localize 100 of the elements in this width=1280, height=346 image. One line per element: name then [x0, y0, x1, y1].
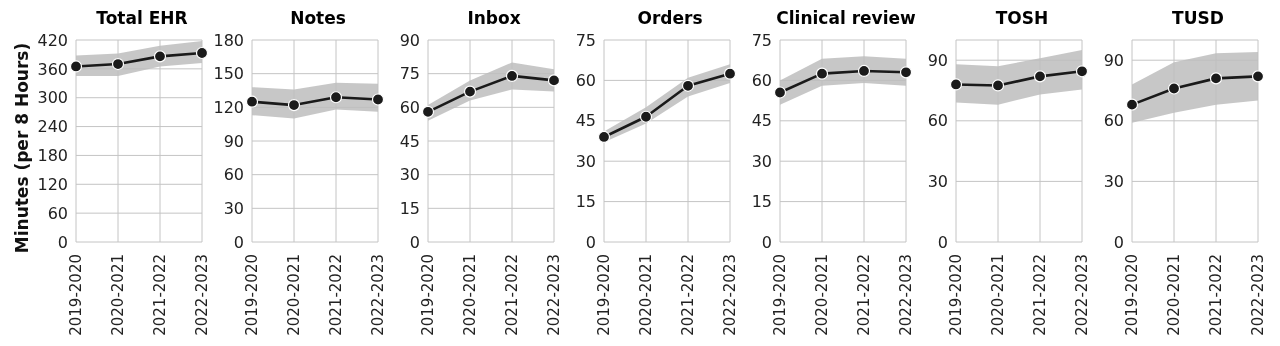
- x-tick-label: 2022-2023: [897, 254, 915, 336]
- chart-title: Total EHR: [96, 8, 188, 28]
- y-tick-label: 420: [37, 30, 68, 50]
- point: [597, 130, 611, 144]
- y-tick-label: 300: [37, 88, 68, 108]
- x-tick-label: 2020-2021: [285, 254, 303, 336]
- x-tick-label: 2019-2020: [67, 254, 85, 336]
- y-tick-label: 15: [575, 192, 596, 212]
- y-tick-label: 90: [399, 30, 420, 50]
- y-tick-label: 30: [223, 199, 244, 219]
- x-tick-label: 2019-2020: [771, 254, 789, 336]
- x-tick-label: 2020-2021: [989, 254, 1007, 336]
- y-tick-label: 75: [575, 30, 596, 50]
- y-tick-label: 45: [399, 131, 420, 151]
- y-tick-label: 30: [575, 151, 596, 171]
- y-tick-label: 120: [213, 98, 244, 118]
- y-tick-label: 30: [1103, 172, 1124, 192]
- point: [1251, 70, 1265, 83]
- point: [773, 86, 787, 99]
- point: [815, 67, 829, 80]
- y-tick-label: 90: [1103, 50, 1124, 70]
- y-tick-label: 90: [223, 131, 244, 151]
- point: [899, 66, 913, 79]
- point: [1125, 98, 1139, 111]
- y-tick-label: 60: [223, 165, 244, 185]
- x-tick-label: 2021-2022: [1207, 254, 1225, 336]
- y-tick-label: 30: [927, 172, 948, 192]
- point: [639, 110, 653, 123]
- x-tick-label: 2019-2020: [947, 254, 965, 336]
- x-tick-label: 2020-2021: [637, 254, 655, 336]
- point: [153, 50, 167, 63]
- y-tick-label: 15: [751, 192, 772, 212]
- point: [1209, 72, 1223, 85]
- x-tick-label: 2020-2021: [813, 254, 831, 336]
- y-tick-label: 0: [409, 232, 420, 252]
- x-tick-label: 2020-2021: [461, 254, 479, 336]
- x-tick-label: 2022-2023: [721, 254, 739, 336]
- point: [547, 74, 561, 87]
- y-tick-label: 150: [213, 64, 244, 84]
- y-axis-title: Minutes (per 8 Hours): [12, 42, 32, 254]
- x-tick-label: 2022-2023: [369, 254, 387, 336]
- point: [949, 78, 963, 91]
- chart-title: TUSD: [1171, 8, 1224, 30]
- y-tick-label: 0: [937, 232, 948, 252]
- x-tick-label: 2021-2022: [679, 254, 697, 336]
- y-tick-label: 120: [37, 174, 68, 194]
- y-tick-label: 75: [399, 64, 420, 84]
- y-tick-label: 0: [1113, 232, 1124, 252]
- x-tick-label: 2019-2020: [419, 254, 437, 336]
- y-tick-label: 30: [399, 165, 420, 185]
- y-tick-label: 0: [233, 232, 244, 252]
- x-tick-label: 2022-2023: [193, 254, 211, 336]
- point: [991, 79, 1005, 92]
- x-tick-label: 2022-2023: [1073, 254, 1091, 336]
- y-tick-label: 60: [927, 111, 948, 131]
- y-tick-label: 45: [751, 111, 772, 131]
- x-tick-label: 2022-2023: [1249, 254, 1267, 336]
- point: [463, 85, 477, 98]
- y-tick-label: 60: [575, 71, 596, 91]
- y-tick-label: 360: [37, 59, 68, 79]
- y-tick-label: 15: [399, 199, 420, 219]
- y-tick-label: 0: [761, 232, 772, 252]
- point: [69, 60, 83, 73]
- y-tick-label: 180: [213, 30, 244, 50]
- y-tick-label: 45: [575, 111, 596, 131]
- y-tick-label: 60: [1103, 111, 1124, 131]
- x-tick-label: 2019-2020: [243, 254, 261, 336]
- point: [1167, 82, 1181, 95]
- y-tick-label: 180: [37, 146, 68, 166]
- y-tick-label: 30: [751, 151, 772, 171]
- x-tick-label: 2021-2022: [151, 254, 169, 336]
- point: [421, 105, 435, 118]
- y-tick-label: 60: [47, 203, 68, 223]
- point: [195, 46, 209, 60]
- point: [723, 67, 737, 80]
- point: [1033, 70, 1047, 83]
- point: [505, 69, 519, 83]
- point: [857, 64, 871, 78]
- point: [681, 79, 695, 92]
- y-tick-label: 90: [927, 50, 948, 70]
- y-tick-label: 240: [37, 117, 68, 137]
- y-tick-label: 60: [399, 98, 420, 118]
- y-tick-label: 60: [751, 71, 772, 91]
- chart-title: TOSH: [994, 8, 1049, 30]
- point: [111, 57, 125, 71]
- x-tick-label: 2021-2022: [503, 254, 521, 336]
- x-tick-label: 2021-2022: [1031, 254, 1049, 336]
- x-tick-label: 2022-2023: [545, 254, 563, 336]
- y-tick-label: 0: [585, 232, 596, 252]
- x-tick-label: 2021-2022: [327, 254, 345, 336]
- chart-title: Clinical review: [776, 8, 916, 28]
- x-tick-label: 2019-2020: [595, 254, 613, 336]
- chart-title: Orders: [636, 8, 703, 30]
- y-tick-label: 75: [751, 30, 772, 50]
- x-tick-label: 2020-2021: [1165, 254, 1183, 336]
- x-tick-label: 2019-2020: [1123, 254, 1141, 336]
- x-tick-label: 2021-2022: [855, 254, 873, 336]
- chart-title: Inbox: [466, 8, 521, 30]
- x-tick-label: 2020-2021: [109, 254, 127, 336]
- chart-title: Notes: [289, 8, 346, 30]
